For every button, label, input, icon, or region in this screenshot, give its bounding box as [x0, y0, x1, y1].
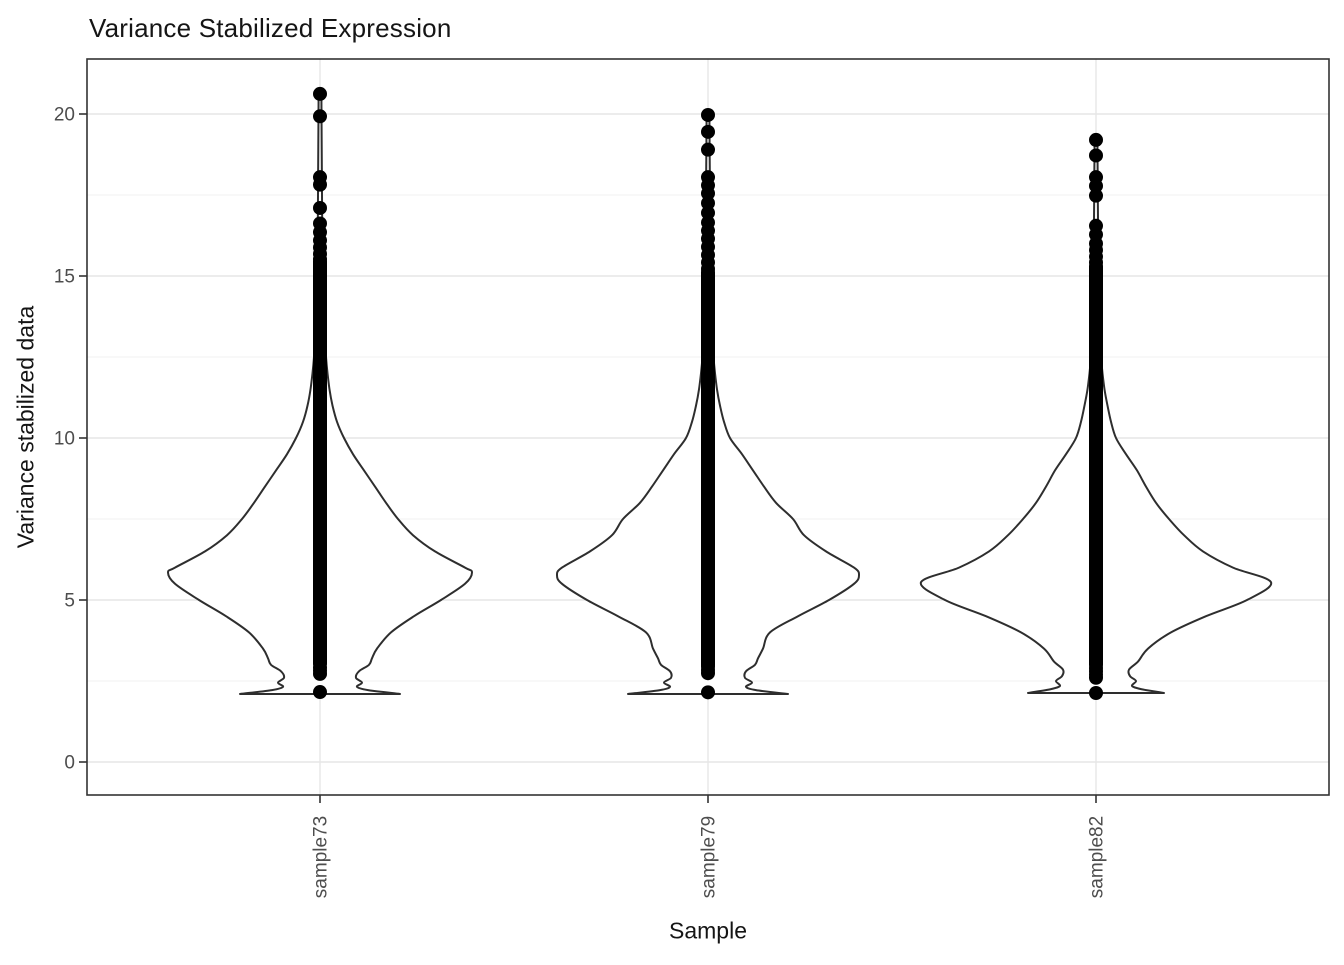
outlier-point — [701, 205, 715, 220]
outlier-point — [313, 200, 327, 215]
y-tick-label: 20 — [54, 105, 75, 126]
chart-title: Variance Stabilized Expression — [89, 13, 452, 43]
outlier-point — [701, 107, 715, 122]
x-tick-label: sample82 — [1087, 816, 1108, 898]
outlier-point — [1089, 178, 1103, 193]
outlier-point — [313, 252, 327, 267]
outlier-point — [701, 261, 715, 276]
y-axis-title: Variance stabilized data — [12, 305, 39, 549]
y-tick-label: 15 — [54, 267, 75, 288]
outlier-point — [1089, 670, 1103, 685]
outlier-point — [1089, 148, 1103, 163]
outlier-point — [1089, 132, 1103, 147]
outlier-point — [313, 86, 327, 101]
x-axis-title: Sample — [669, 917, 747, 944]
outlier-point — [701, 666, 715, 681]
x-tick-label: sample79 — [699, 816, 720, 898]
outlier-point — [701, 685, 715, 700]
outlier-point — [313, 177, 327, 192]
outlier-point — [313, 685, 327, 700]
y-tick-label: 0 — [64, 753, 75, 774]
outlier-point — [701, 186, 715, 201]
x-tick-label: sample73 — [311, 816, 332, 898]
outlier-point — [313, 666, 327, 681]
y-tick-label: 10 — [54, 429, 75, 450]
outlier-point — [701, 142, 715, 157]
outlier-point — [313, 109, 327, 124]
outlier-point — [1089, 188, 1103, 203]
outlier-point — [701, 124, 715, 139]
outlier-point — [1089, 255, 1103, 270]
y-tick-label: 5 — [64, 591, 75, 612]
outlier-point — [1089, 685, 1103, 700]
outlier-point — [701, 196, 715, 211]
